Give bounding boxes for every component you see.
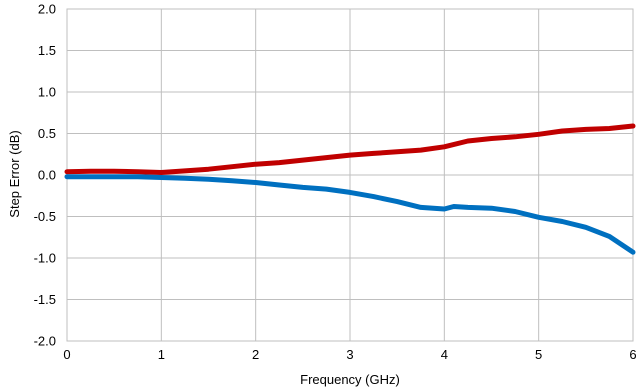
series-lines [64,123,636,255]
x-axis-title: Frequency (GHz) [300,372,400,387]
x-tick-label: 4 [441,347,448,362]
y-axis-title: Step Error (dB) [7,130,22,217]
y-tick-label: 1.0 [38,85,56,100]
y-tick-label: -0.5 [34,209,56,224]
y-tick-label: 2.0 [38,2,56,17]
series-line-blue [64,174,636,255]
y-tick-label: 0.0 [38,168,56,183]
x-tick-label: 3 [346,347,353,362]
y-tick-label: -2.0 [34,334,56,349]
x-tick-label: 5 [535,347,542,362]
gridlines [66,8,634,342]
x-tick-label: 0 [63,347,70,362]
y-tick-label: 1.5 [38,43,56,58]
series-line-red [64,123,636,175]
y-tick-label: -1.0 [34,251,56,266]
y-tick-label: -1.5 [34,292,56,307]
y-tick-label: 0.5 [38,126,56,141]
x-tick-label: 6 [629,347,636,362]
tick-labels: 2.0 1.5 1.0 0.5 0.0 -0.5 -1.0 -1.5 -2.0 0 1 2 3 4 5 6 [34,2,637,363]
x-tick-label: 1 [158,347,165,362]
x-tick-label: 2 [252,347,259,362]
